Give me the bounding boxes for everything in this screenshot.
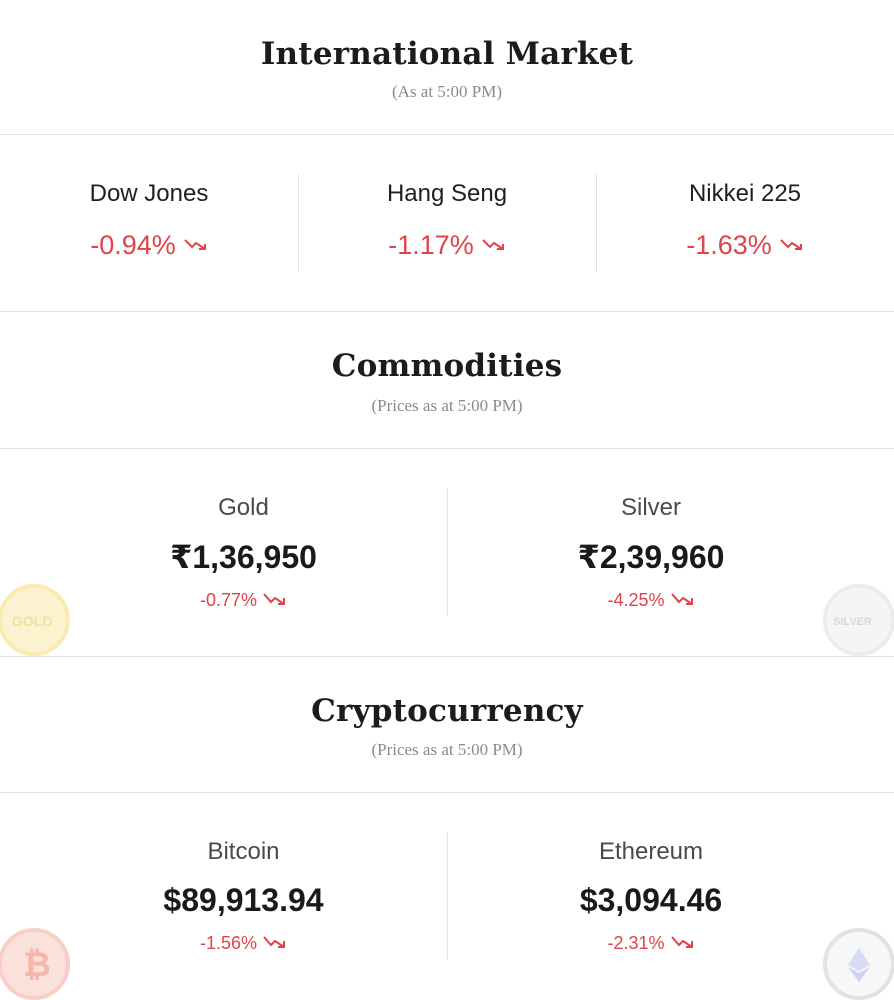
trend-down-icon — [263, 936, 286, 949]
cryptocurrency-subtitle: (Prices as at 5:00 PM) — [371, 740, 523, 759]
divider — [0, 448, 894, 449]
trend-down-icon — [670, 936, 693, 949]
commodity-price: ₹2,39,960 — [577, 539, 725, 575]
commodity-name: Silver — [620, 494, 681, 521]
crypto-name: Ethereum — [598, 838, 704, 865]
international-market-subtitle: (As at 5:00 PM) — [391, 82, 503, 101]
column-divider — [447, 488, 448, 616]
crypto-price: $89,913.94 — [163, 882, 324, 918]
commodity-name: Gold — [218, 494, 269, 521]
divider — [0, 311, 894, 312]
silver-coin-icon: SILVER — [823, 584, 894, 656]
trend-down-icon — [482, 239, 504, 250]
commodity-change: -0.77% — [40, 590, 447, 611]
column-divider — [447, 832, 448, 960]
column-divider — [298, 174, 299, 272]
index-name: Dow Jones — [89, 180, 209, 207]
divider — [0, 792, 894, 793]
index-nikkei-225[interactable]: Nikkei 225 -1.63% — [596, 180, 894, 261]
crypto-change: -1.56% — [40, 933, 447, 954]
index-change: -1.17% — [298, 230, 596, 261]
commodity-change: -4.25% — [448, 590, 854, 611]
column-divider — [596, 174, 597, 272]
cryptocurrency-title: Cryptocurrency — [311, 693, 583, 729]
commodities-title: Commodities — [331, 348, 563, 384]
trend-down-icon — [263, 593, 286, 606]
crypto-bitcoin[interactable]: Bitcoin $89,913.94 -1.56% — [40, 838, 447, 954]
ethereum-coin-icon — [823, 928, 894, 1000]
international-market-title: International Market — [260, 36, 634, 72]
divider — [0, 656, 894, 657]
trend-down-icon — [780, 239, 802, 250]
index-hang-seng[interactable]: Hang Seng -1.17% — [298, 180, 596, 261]
divider — [0, 134, 894, 135]
bitcoin-coin-icon: ₿ — [0, 928, 70, 1000]
index-change: -0.94% — [0, 230, 298, 261]
crypto-change: -2.31% — [448, 933, 854, 954]
index-change: -1.63% — [596, 230, 894, 261]
commodity-gold[interactable]: Gold ₹1,36,950 -0.77% — [40, 494, 447, 611]
index-dow-jones[interactable]: Dow Jones -0.94% — [0, 180, 298, 261]
index-name: Hang Seng — [386, 180, 508, 207]
commodity-price: ₹1,36,950 — [170, 539, 317, 575]
index-name: Nikkei 225 — [688, 180, 802, 207]
trend-down-icon — [184, 239, 206, 250]
crypto-price: $3,094.46 — [579, 882, 723, 918]
commodity-silver[interactable]: Silver ₹2,39,960 -4.25% — [448, 494, 854, 611]
commodities-subtitle: (Prices as at 5:00 PM) — [371, 396, 523, 415]
crypto-name: Bitcoin — [207, 838, 280, 865]
trend-down-icon — [670, 593, 693, 606]
gold-coin-icon: GOLD — [0, 584, 70, 656]
crypto-ethereum[interactable]: Ethereum $3,094.46 -2.31% — [448, 838, 854, 954]
